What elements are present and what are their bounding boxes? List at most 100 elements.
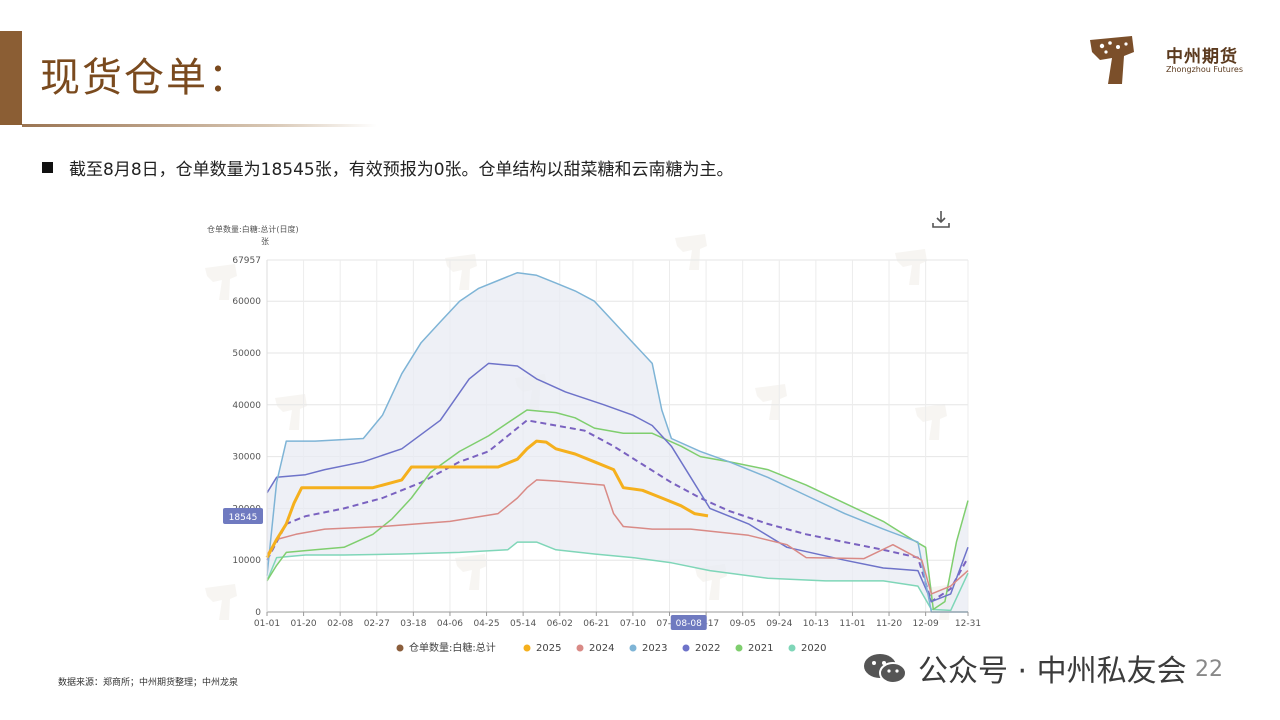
warehouse-receipt-chart: 仓单数量:白糖:总计(日度) 张 01000020000300004000050… <box>205 211 981 654</box>
bullet-square-icon <box>42 162 53 173</box>
chart-series <box>265 271 969 613</box>
x-tick-label: 04-25 <box>473 619 499 629</box>
legend-item[interactable]: 2021 <box>735 643 774 654</box>
x-tick-label: 02-27 <box>364 619 390 629</box>
x-tick-label: 09-24 <box>766 619 792 629</box>
watermark-logo <box>675 234 707 270</box>
series-line-2025 <box>265 439 709 559</box>
x-tick-label: 12-31 <box>955 619 981 629</box>
y-tick-label: 40000 <box>232 401 261 411</box>
x-tick-label: 06-02 <box>547 619 573 629</box>
legend-marker <box>576 644 584 652</box>
x-tick-label: 02-08 <box>327 619 353 629</box>
chart-watermark-layer <box>205 234 957 620</box>
watermark-logo-shape <box>675 234 707 270</box>
wechat-watermark: 公众号 · 中州私友会 <box>862 646 1187 690</box>
watermark-logo-shape <box>455 554 487 590</box>
y-tick-label: 60000 <box>232 297 261 307</box>
legend-label: 2020 <box>801 643 826 654</box>
chart-axes: 01000020000300004000050000600006795701-0… <box>232 256 981 629</box>
x-tick-label: 01-20 <box>291 619 317 629</box>
watermark-logo <box>445 254 477 290</box>
x-tick-label: 05-14 <box>510 619 536 629</box>
series-line-2023 <box>266 271 968 613</box>
chart-highlights: 08-08 18545 <box>223 507 707 630</box>
chart-range-band <box>267 272 968 612</box>
watermark-logo <box>915 404 947 440</box>
series-line-2022 <box>266 362 969 603</box>
logo-company-name-en: Zhongzhou Futures <box>1166 65 1244 74</box>
legend-marker <box>523 644 531 652</box>
x-tick-label: 04-06 <box>437 619 463 629</box>
y-highlight-label: 18545 <box>229 513 258 523</box>
y-tick-label: 30000 <box>232 453 261 463</box>
leopard-logo-icon <box>1088 30 1136 86</box>
watermark-logo-shape <box>895 249 927 285</box>
chart-legend: 仓单数量:白糖:总计 2025 2024 2023 2022 2021 2020 <box>396 641 827 654</box>
x-tick-label: 11-01 <box>839 619 865 629</box>
y-tick-label: 10000 <box>232 556 261 566</box>
legend-item[interactable]: 仓单数量:白糖:总计 <box>396 641 496 654</box>
chart-title: 仓单数量:白糖:总计(日度) <box>207 224 299 234</box>
legend-item[interactable]: 2024 <box>576 643 615 654</box>
watermark-logo <box>205 584 237 620</box>
legend-marker <box>396 644 404 652</box>
legend-marker <box>735 644 743 652</box>
summary-text: 截至8月8日，仓单数量为18545张，有效预报为0张。仓单结构以甜菜糖和云南糖为… <box>69 160 734 180</box>
watermark-logo-shape <box>275 394 307 430</box>
legend-label: 仓单数量:白糖:总计 <box>409 641 496 654</box>
summary-bullet: 截至8月8日，仓单数量为18545张，有效预报为0张。仓单结构以甜菜糖和云南糖为… <box>42 155 734 180</box>
wechat-icon <box>864 654 907 684</box>
legend-item[interactable]: 2020 <box>788 643 827 654</box>
watermark-logo-shape <box>205 584 237 620</box>
x-tick-label: 09-05 <box>730 619 756 629</box>
legend-marker <box>629 644 637 652</box>
y-tick-label: 0 <box>255 608 261 618</box>
legend-marker <box>788 644 796 652</box>
x-tick-label: 12-09 <box>913 619 939 629</box>
series-line-2024 <box>266 479 969 595</box>
legend-label: 2025 <box>536 643 561 654</box>
watermark-logo <box>455 554 487 590</box>
page-title: 现货仓单： <box>40 55 250 101</box>
legend-item[interactable]: 2023 <box>629 643 668 654</box>
series-line-2020 <box>266 541 969 612</box>
legend-label: 2024 <box>589 643 614 654</box>
historical-range-band <box>267 272 968 612</box>
x-highlight-label: 08-08 <box>676 619 702 629</box>
chart-y-axis-label: 张 <box>261 237 269 246</box>
watermark-logo-shape <box>445 254 477 290</box>
y-tick-label: 50000 <box>232 349 261 359</box>
title-underline <box>22 124 377 127</box>
legend-label: 2023 <box>642 643 667 654</box>
page-number: 22 <box>1195 657 1223 682</box>
watermark-logo <box>695 564 727 600</box>
series-line-average <box>266 419 969 603</box>
download-icon[interactable] <box>932 211 950 228</box>
watermark-logo-shape <box>755 384 787 420</box>
y-tick-label: 67957 <box>232 256 261 266</box>
watermark-logo-shape <box>205 264 237 300</box>
legend-label: 2021 <box>748 643 773 654</box>
company-logo: 中州期货 Zhongzhou Futures <box>1088 30 1253 88</box>
y-highlight-box <box>223 507 263 524</box>
x-tick-label: 07-29 <box>656 619 682 629</box>
watermark-logo-shape <box>695 564 727 600</box>
watermark-logo <box>895 249 927 285</box>
title-accent-bar <box>0 31 22 125</box>
x-tick-label: 03-18 <box>400 619 426 629</box>
x-tick-label: 10-13 <box>803 619 829 629</box>
watermark-logo <box>205 264 237 300</box>
legend-item[interactable]: 2022 <box>682 643 721 654</box>
legend-item[interactable]: 2025 <box>523 643 562 654</box>
x-tick-label: 07-10 <box>620 619 646 629</box>
legend-label: 2022 <box>695 643 720 654</box>
x-tick-label: 11-20 <box>876 619 902 629</box>
x-highlight-box <box>670 615 707 630</box>
x-tick-label: 06-21 <box>583 619 609 629</box>
x-tick-label: 01-01 <box>254 619 280 629</box>
logo-company-name: 中州期货 <box>1166 47 1238 67</box>
watermark-logo <box>755 384 787 420</box>
watermark-logo-shape <box>915 404 947 440</box>
watermark-logo <box>275 394 307 430</box>
